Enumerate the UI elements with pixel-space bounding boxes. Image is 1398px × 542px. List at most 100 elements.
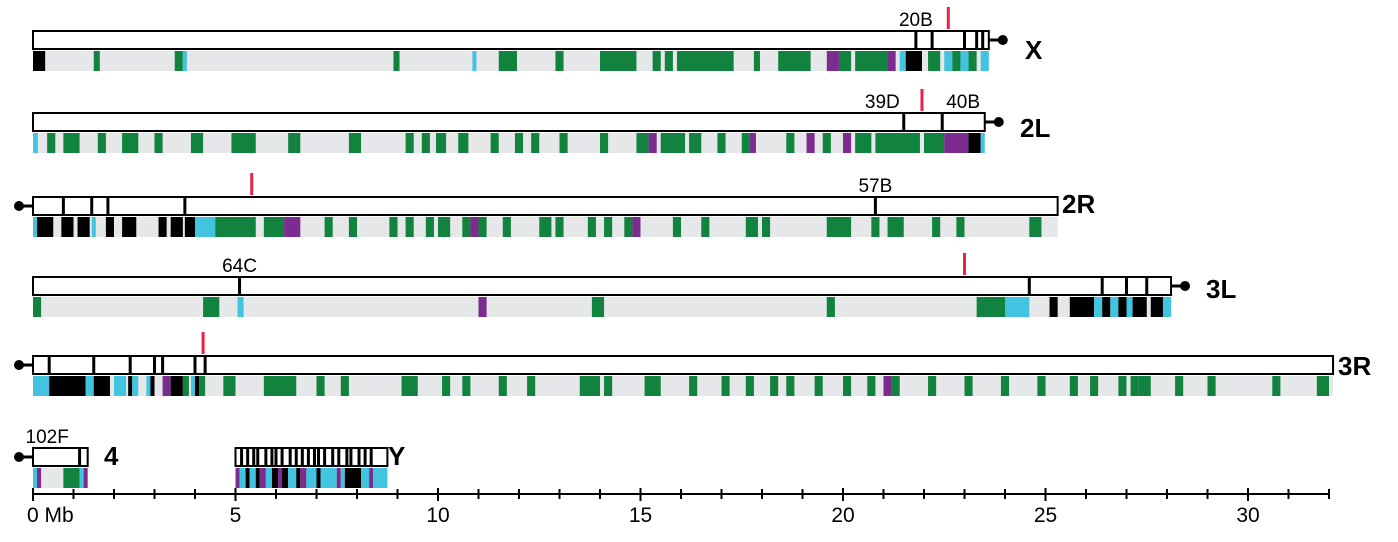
- chromosome-name: 2R: [1062, 189, 1095, 219]
- feature-green: [348, 217, 357, 237]
- feature-green: [664, 51, 673, 71]
- feature-green: [701, 217, 710, 237]
- chromosome-x: 20B X: [32, 7, 1043, 71]
- feature-green: [604, 376, 613, 396]
- band-label: 57B: [858, 176, 892, 197]
- feature-green: [263, 376, 297, 396]
- feature-black: [271, 468, 279, 488]
- centromere-icon: [14, 452, 24, 462]
- feature-black: [77, 217, 90, 237]
- feature-green: [826, 217, 852, 237]
- feature-green: [826, 297, 835, 317]
- feature-green: [600, 51, 637, 71]
- feature-green: [1272, 376, 1281, 396]
- feature-purple: [162, 376, 171, 396]
- feature-cyan: [237, 297, 244, 317]
- feature-cyan: [195, 217, 216, 237]
- feature-green: [462, 217, 471, 237]
- feature-purple: [944, 133, 969, 153]
- feature-black: [158, 217, 167, 237]
- band-label: 40B: [946, 92, 980, 113]
- feature-black: [33, 51, 46, 71]
- feature-green: [490, 133, 499, 153]
- feature-green: [762, 217, 771, 237]
- chromosome-3r: 3R: [14, 332, 1371, 396]
- feature-green: [741, 133, 750, 153]
- feature-cyan: [960, 51, 969, 71]
- feature-green: [199, 376, 206, 396]
- feature-green: [587, 217, 596, 237]
- feature-cyan: [980, 51, 989, 71]
- feature-black: [1118, 297, 1127, 317]
- feature-green: [1090, 376, 1099, 396]
- feature-cyan: [1162, 297, 1172, 317]
- feature-cyan: [265, 468, 272, 488]
- feature-green: [1029, 217, 1042, 237]
- feature-green: [316, 376, 325, 396]
- feature-green: [867, 376, 876, 396]
- feature-purple: [369, 468, 374, 488]
- feature-black: [37, 217, 54, 237]
- feature-cyan: [340, 468, 345, 488]
- feature-cyan: [33, 376, 50, 396]
- feature-green: [498, 51, 517, 71]
- feature-green: [1138, 376, 1151, 396]
- tick-label: 30: [1236, 504, 1259, 527]
- chromosome-outline: [32, 276, 1173, 296]
- feature-green: [393, 51, 400, 71]
- band-label: 20B: [899, 10, 933, 31]
- centromere-icon: [1180, 281, 1191, 291]
- feature-green: [689, 376, 698, 396]
- feature-green: [203, 297, 220, 317]
- feature-green: [182, 376, 189, 396]
- band-label: 102F: [26, 427, 69, 448]
- feature-cyan: [373, 468, 388, 488]
- feature-green: [478, 217, 487, 237]
- feature-purple: [887, 51, 896, 71]
- feature-green: [63, 468, 80, 488]
- feature-green: [1130, 376, 1139, 396]
- feature-cyan: [132, 376, 139, 396]
- chromosome-2l: 39D 40B 2L: [32, 89, 1050, 153]
- feature-green: [928, 51, 941, 71]
- tick-label: 0 Mb: [27, 504, 74, 527]
- feature-green: [1118, 376, 1127, 396]
- feature-purple: [83, 468, 88, 488]
- centromere-icon: [997, 35, 1008, 45]
- feature-green: [405, 133, 414, 153]
- chromosome-name: 3R: [1338, 351, 1371, 381]
- feature-purple: [806, 133, 815, 153]
- feature-green: [401, 376, 418, 396]
- chromosome-name: 3L: [1206, 274, 1236, 304]
- feature-green: [231, 133, 256, 153]
- feature-green: [1037, 376, 1046, 396]
- feature-black: [195, 376, 200, 396]
- feature-cyan: [182, 51, 187, 71]
- chromosome-outline: [234, 447, 389, 467]
- feature-green: [324, 217, 333, 237]
- feature-cyan: [980, 133, 985, 153]
- feature-green: [843, 376, 852, 396]
- feature-cyan: [1110, 297, 1119, 317]
- feature-black: [170, 376, 183, 396]
- feature-green: [458, 133, 469, 153]
- band-label: 39D: [865, 92, 900, 113]
- mb-axis: 0 Mb 5 10 15 20 25 30: [27, 488, 1330, 527]
- feature-black: [184, 217, 195, 237]
- feature-green: [425, 217, 434, 237]
- feature-green: [223, 376, 236, 396]
- feature-cyan: [320, 468, 337, 488]
- feature-cyan: [899, 51, 906, 71]
- feature-green: [462, 376, 471, 396]
- feature-cyan: [190, 376, 195, 396]
- feature-green: [174, 51, 183, 71]
- feature-black: [255, 468, 260, 488]
- feature-cyan: [114, 376, 127, 396]
- feature-cyan: [944, 51, 953, 71]
- feature-purple: [470, 217, 479, 237]
- feature-black: [93, 376, 110, 396]
- chromosome-outline: [32, 355, 1335, 375]
- chromosome-2r: 57B 2R: [14, 173, 1095, 237]
